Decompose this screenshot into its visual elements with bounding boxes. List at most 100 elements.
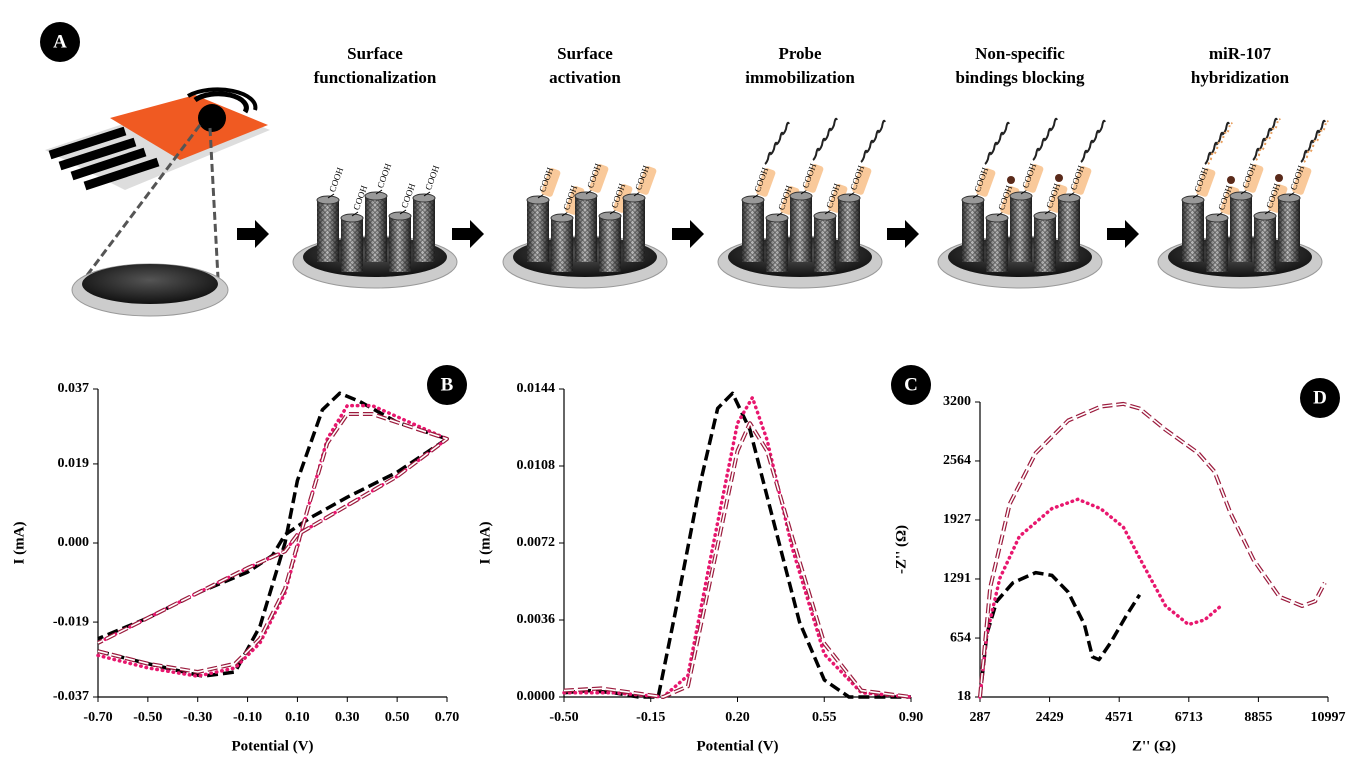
step-arrow (672, 220, 704, 248)
nanotube-mesh (1230, 196, 1252, 262)
nanotube-top (1009, 191, 1033, 201)
tag-link (375, 189, 383, 195)
nanotube-mesh (317, 200, 339, 262)
nanotube-top (985, 213, 1009, 223)
x-tick-label: 10997 (1311, 710, 1346, 725)
probe-strand (812, 117, 838, 161)
x-tick-label: -0.70 (83, 710, 112, 725)
nanotube-mesh (766, 218, 788, 272)
step-arrow (1107, 220, 1139, 248)
probe-strand (1252, 117, 1278, 161)
nanotube-mesh (1206, 218, 1228, 272)
y-axis-label: I (mA) (477, 522, 493, 565)
step-title: Probe (778, 44, 822, 63)
nanotube-top (1253, 211, 1277, 221)
tag-highlight (589, 164, 609, 193)
tag-link (423, 191, 431, 197)
y-tick-label: 18 (957, 689, 971, 704)
nanotube-mesh (599, 216, 621, 272)
nanotube-top (837, 193, 861, 203)
nanotube-top (765, 213, 789, 223)
tag-link (561, 211, 569, 217)
y-tick-label: 1927 (943, 512, 971, 527)
nanotube-top (550, 213, 574, 223)
panel-label: C (904, 374, 918, 395)
x-axis-label: Z'' (Ω) (1132, 738, 1176, 754)
probe-strand (984, 121, 1010, 165)
x-tick-label: 8855 (1244, 710, 1272, 725)
nanotube-top (622, 193, 646, 203)
probe-strand (1204, 121, 1230, 165)
nanotube-mesh (551, 218, 573, 272)
x-tick-label: 0.50 (385, 710, 410, 725)
series-line (97, 412, 449, 674)
tag-link (1068, 191, 1076, 197)
y-tick-label: 0.0144 (517, 381, 556, 396)
target-strand (1255, 117, 1281, 161)
x-axis-label: Potential (V) (696, 738, 778, 754)
series-line (978, 401, 1327, 698)
tag-link (824, 209, 832, 215)
nanotube-mesh (790, 196, 812, 262)
blocker (1055, 174, 1063, 182)
charts: -0.037 -0.019 0.000 0.019 0.037 -0.70 -0.50 -0.… (11, 365, 1346, 754)
nanotube-mesh (575, 196, 597, 262)
tag-link (327, 193, 335, 199)
step-title: Non-specific (975, 44, 1065, 63)
tag-highlight (541, 168, 561, 197)
x-tick-label: 0.30 (335, 710, 360, 725)
nanotube-top (741, 195, 765, 205)
series-line (96, 403, 449, 678)
tag-highlight (756, 168, 776, 197)
tag: COOH (375, 162, 393, 190)
panel-label: D (1313, 387, 1327, 408)
nanotube-top (1205, 213, 1229, 223)
tag-highlight (852, 166, 872, 195)
nanotube-mesh (742, 200, 764, 262)
nanotube-mesh (1182, 200, 1204, 262)
y-axis-label: -Z'' (Ω) (893, 525, 909, 574)
tag: COOH (423, 164, 441, 192)
nanotube-mesh (623, 198, 645, 262)
nanotube-top (1229, 191, 1253, 201)
tag-link (1044, 209, 1052, 215)
series-line-inner (97, 413, 448, 673)
x-tick-label: 2429 (1036, 710, 1064, 725)
step-title: bindings blocking (956, 68, 1085, 87)
nanotube-top (961, 195, 985, 205)
nanotube-mesh (413, 198, 435, 262)
electrode (82, 264, 218, 304)
x-tick-label: 0.20 (725, 710, 750, 725)
x-axis-label: Potential (V) (231, 738, 313, 754)
nanotube-mesh (365, 196, 387, 262)
target-strand (1207, 121, 1233, 165)
blocker (1275, 174, 1283, 182)
blocker (1007, 176, 1015, 184)
probe-strand (764, 121, 790, 165)
x-tick-label: 0.10 (285, 710, 310, 725)
tag-link (776, 211, 784, 217)
x-tick-label: 287 (970, 710, 991, 725)
nanotube-mesh (986, 218, 1008, 272)
sensor-chip (45, 87, 270, 191)
nanotube-top (789, 191, 813, 201)
target-strand (1303, 119, 1329, 163)
step-title: activation (549, 68, 621, 87)
step-title: functionalization (314, 68, 437, 87)
tag: COOH (327, 166, 345, 194)
tag-link (351, 211, 359, 217)
step-title: miR-107 (1209, 44, 1272, 63)
series-line (563, 391, 911, 699)
panel-badge (891, 365, 931, 405)
nanotube-top (388, 211, 412, 221)
x-tick-label: 0.70 (435, 710, 460, 725)
nanotube-top (412, 193, 436, 203)
nanotube-top (316, 195, 340, 205)
tag-link (1264, 209, 1272, 215)
panel-label: B (441, 374, 454, 395)
tag-link (1240, 189, 1248, 195)
tag-link (1216, 211, 1224, 217)
step-title: hybridization (1191, 68, 1290, 87)
x-tick-label: -0.30 (183, 710, 212, 725)
